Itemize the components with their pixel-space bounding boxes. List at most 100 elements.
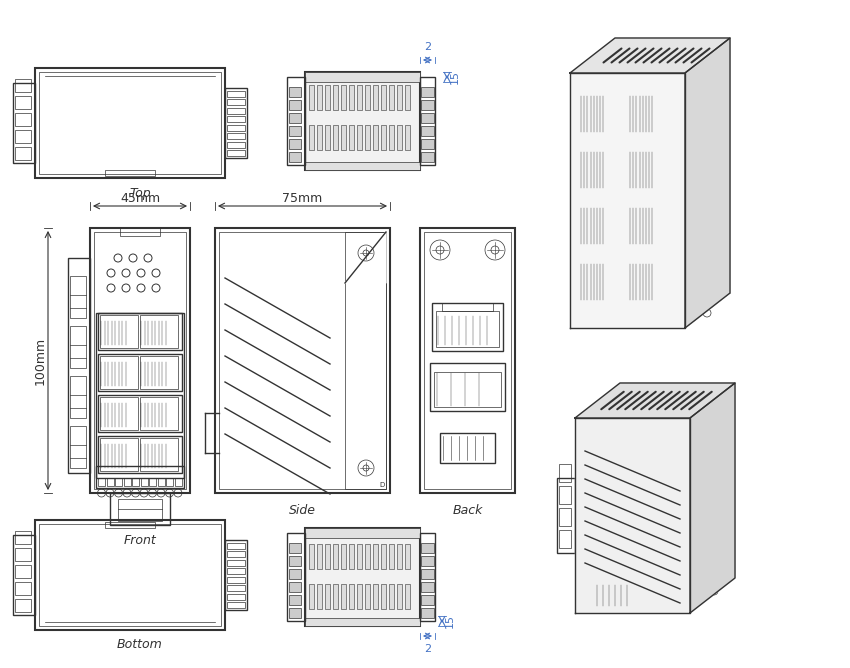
Bar <box>397 544 402 569</box>
Bar <box>670 555 677 565</box>
Bar <box>15 565 31 578</box>
Bar <box>15 79 31 92</box>
Bar <box>15 113 31 126</box>
Text: 45mm: 45mm <box>120 192 160 204</box>
Bar <box>373 125 378 150</box>
Bar <box>325 125 330 150</box>
Text: Side: Side <box>289 504 316 518</box>
Bar <box>35 68 225 178</box>
Bar <box>289 608 301 618</box>
Bar <box>70 376 86 418</box>
Bar <box>317 85 322 110</box>
Bar <box>580 205 627 249</box>
Text: 75mm: 75mm <box>282 192 323 204</box>
Bar <box>90 228 190 493</box>
Bar <box>305 618 420 626</box>
Polygon shape <box>575 418 690 613</box>
Bar <box>289 113 301 123</box>
Bar <box>631 313 638 323</box>
Bar <box>430 363 505 411</box>
Bar <box>580 313 587 323</box>
Bar <box>305 528 420 538</box>
Bar <box>115 478 122 486</box>
Bar <box>421 595 434 605</box>
Bar <box>373 584 378 609</box>
Bar <box>105 170 155 176</box>
Bar <box>289 582 301 592</box>
Bar <box>644 555 651 565</box>
Bar <box>405 125 410 150</box>
Bar <box>629 149 676 193</box>
Bar <box>341 584 346 609</box>
Bar <box>227 585 245 591</box>
Bar <box>305 72 420 170</box>
Bar <box>140 356 178 389</box>
Bar <box>580 93 627 137</box>
Bar <box>120 228 160 236</box>
Bar <box>227 576 245 582</box>
Bar <box>227 108 245 114</box>
Bar <box>421 543 434 553</box>
Bar <box>357 584 362 609</box>
Bar <box>373 544 378 569</box>
Text: D: D <box>379 482 384 488</box>
Bar <box>225 540 247 610</box>
Polygon shape <box>570 38 730 73</box>
Bar <box>287 77 305 165</box>
Bar <box>421 152 434 162</box>
Bar <box>694 458 729 573</box>
Bar <box>157 478 165 486</box>
Bar <box>105 522 155 528</box>
Bar <box>559 486 571 504</box>
Bar <box>289 556 301 566</box>
Bar <box>389 125 394 150</box>
Bar <box>70 326 86 368</box>
Bar <box>583 569 682 609</box>
Bar <box>397 125 402 150</box>
Bar <box>622 313 630 323</box>
Bar <box>309 584 314 609</box>
Bar <box>656 313 664 323</box>
Bar <box>602 555 609 565</box>
Bar <box>405 584 410 609</box>
Bar <box>629 205 676 249</box>
Bar <box>289 139 301 149</box>
Bar <box>39 72 221 174</box>
Bar <box>39 524 221 626</box>
Bar <box>349 125 354 150</box>
Bar <box>219 232 386 489</box>
Bar <box>68 258 90 473</box>
Bar <box>13 83 35 163</box>
Bar <box>227 99 245 105</box>
Text: Top: Top <box>129 186 150 200</box>
Bar <box>149 478 156 486</box>
Bar <box>365 584 370 609</box>
Bar <box>106 478 114 486</box>
Bar <box>317 544 322 569</box>
Bar <box>420 533 435 621</box>
Bar <box>35 520 225 630</box>
Bar <box>309 544 314 569</box>
Bar <box>333 544 338 569</box>
Bar <box>365 125 370 150</box>
Bar <box>215 228 390 493</box>
Bar <box>341 125 346 150</box>
Bar <box>98 478 105 486</box>
Bar <box>140 478 148 486</box>
Bar <box>578 310 677 324</box>
Bar <box>357 125 362 150</box>
Bar <box>227 560 245 566</box>
Bar <box>559 530 571 548</box>
Bar <box>118 499 162 521</box>
Bar <box>559 508 571 526</box>
Bar <box>325 584 330 609</box>
Text: Back: Back <box>452 504 483 518</box>
Bar <box>420 228 515 493</box>
Bar <box>110 493 170 525</box>
Bar <box>588 313 596 323</box>
Bar <box>333 584 338 609</box>
Text: 2: 2 <box>424 42 431 52</box>
Bar <box>325 85 330 110</box>
Text: Front: Front <box>123 534 156 548</box>
Bar <box>287 533 305 621</box>
